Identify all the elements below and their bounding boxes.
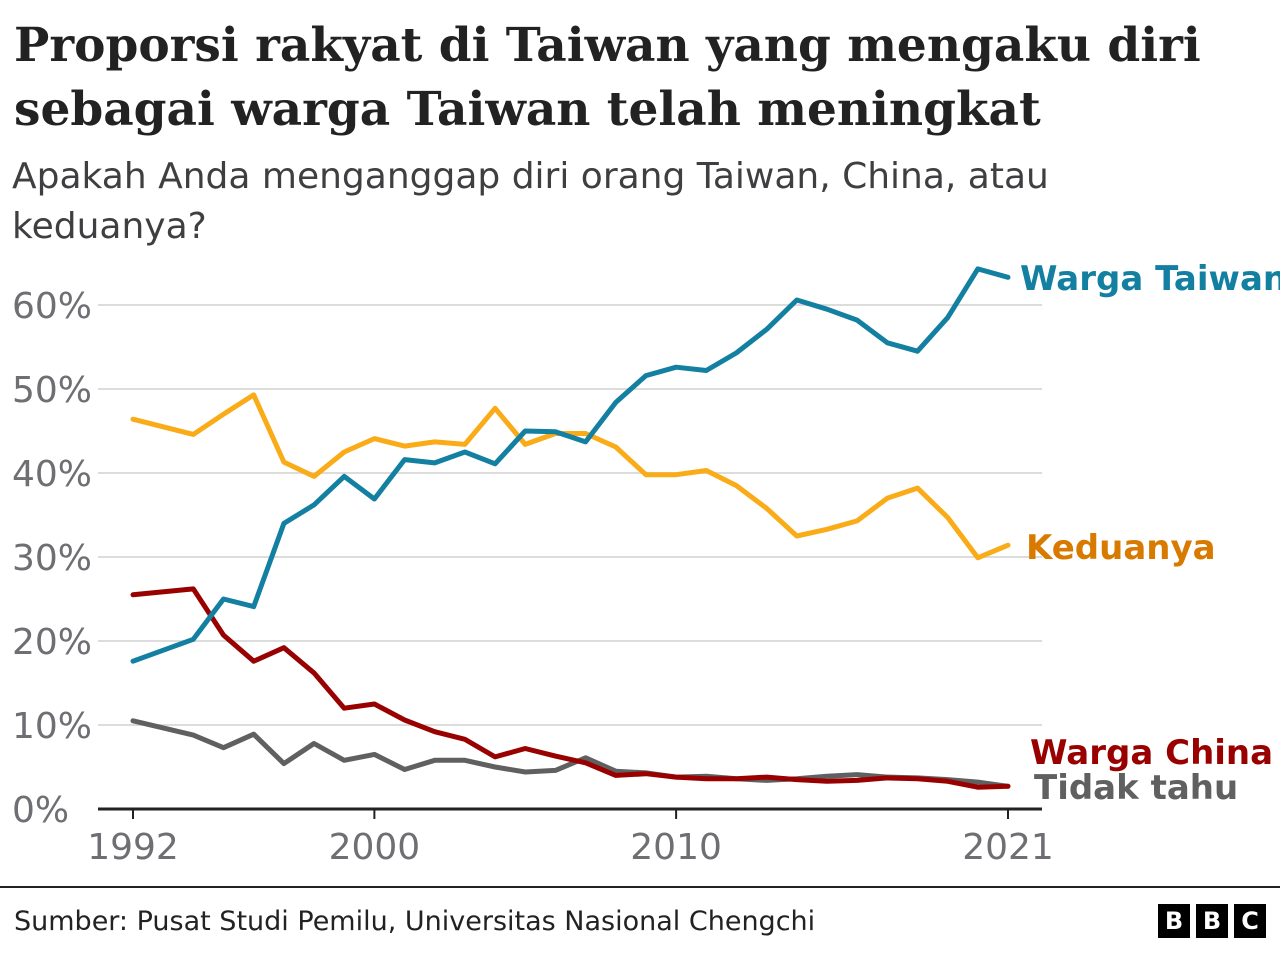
grid-lines (98, 304, 1042, 726)
footer-divider (0, 886, 1280, 888)
y-tick-label: 0% (12, 790, 69, 831)
line-chart: 0% 10% 20% 30% 40% 50% 60% 1992 2000 2010 2021 Wa… (12, 259, 1280, 868)
x-tick-label: 2021 (962, 827, 1054, 868)
series-label: Keduanya (1026, 528, 1216, 568)
bbc-logo-letter: B (1196, 904, 1228, 938)
x-tick-label: 2000 (329, 827, 421, 868)
y-tick-label: 50% (12, 370, 92, 411)
y-axis: 0% 10% 20% 30% 40% 50% 60% (12, 286, 92, 831)
source-note: Sumber: Pusat Studi Pemilu, Universitas … (14, 906, 816, 937)
series-label: Warga China (1030, 733, 1273, 773)
series-line-warga-china (130, 586, 1011, 790)
y-tick-label: 20% (12, 622, 92, 663)
bbc-logo: B B C (1158, 904, 1266, 938)
series-line-warga-taiwan (130, 266, 1011, 664)
series-lines (130, 266, 1011, 790)
y-tick-label: 10% (12, 706, 92, 747)
series-line-keduanya (130, 392, 1011, 561)
x-tick-label: 1992 (87, 827, 179, 868)
series-label: Warga Taiwan (1020, 259, 1280, 299)
chart-subtitle: Apakah Anda menganggap diri orang Taiwan… (12, 156, 1049, 247)
bbc-logo-letter: B (1158, 904, 1190, 938)
series-label: Tidak tahu (1034, 768, 1238, 808)
y-tick-label: 40% (12, 454, 92, 495)
bbc-logo-letter: C (1234, 904, 1266, 938)
chart-title: Proporsi rakyat di Taiwan yang mengaku d… (14, 18, 1201, 137)
y-tick-label: 30% (12, 538, 92, 579)
x-tick-label: 2010 (630, 827, 722, 868)
series-line-tidak-tahu (130, 718, 1011, 789)
x-axis: 1992 2000 2010 2021 (87, 807, 1054, 868)
y-tick-label: 60% (12, 286, 92, 327)
